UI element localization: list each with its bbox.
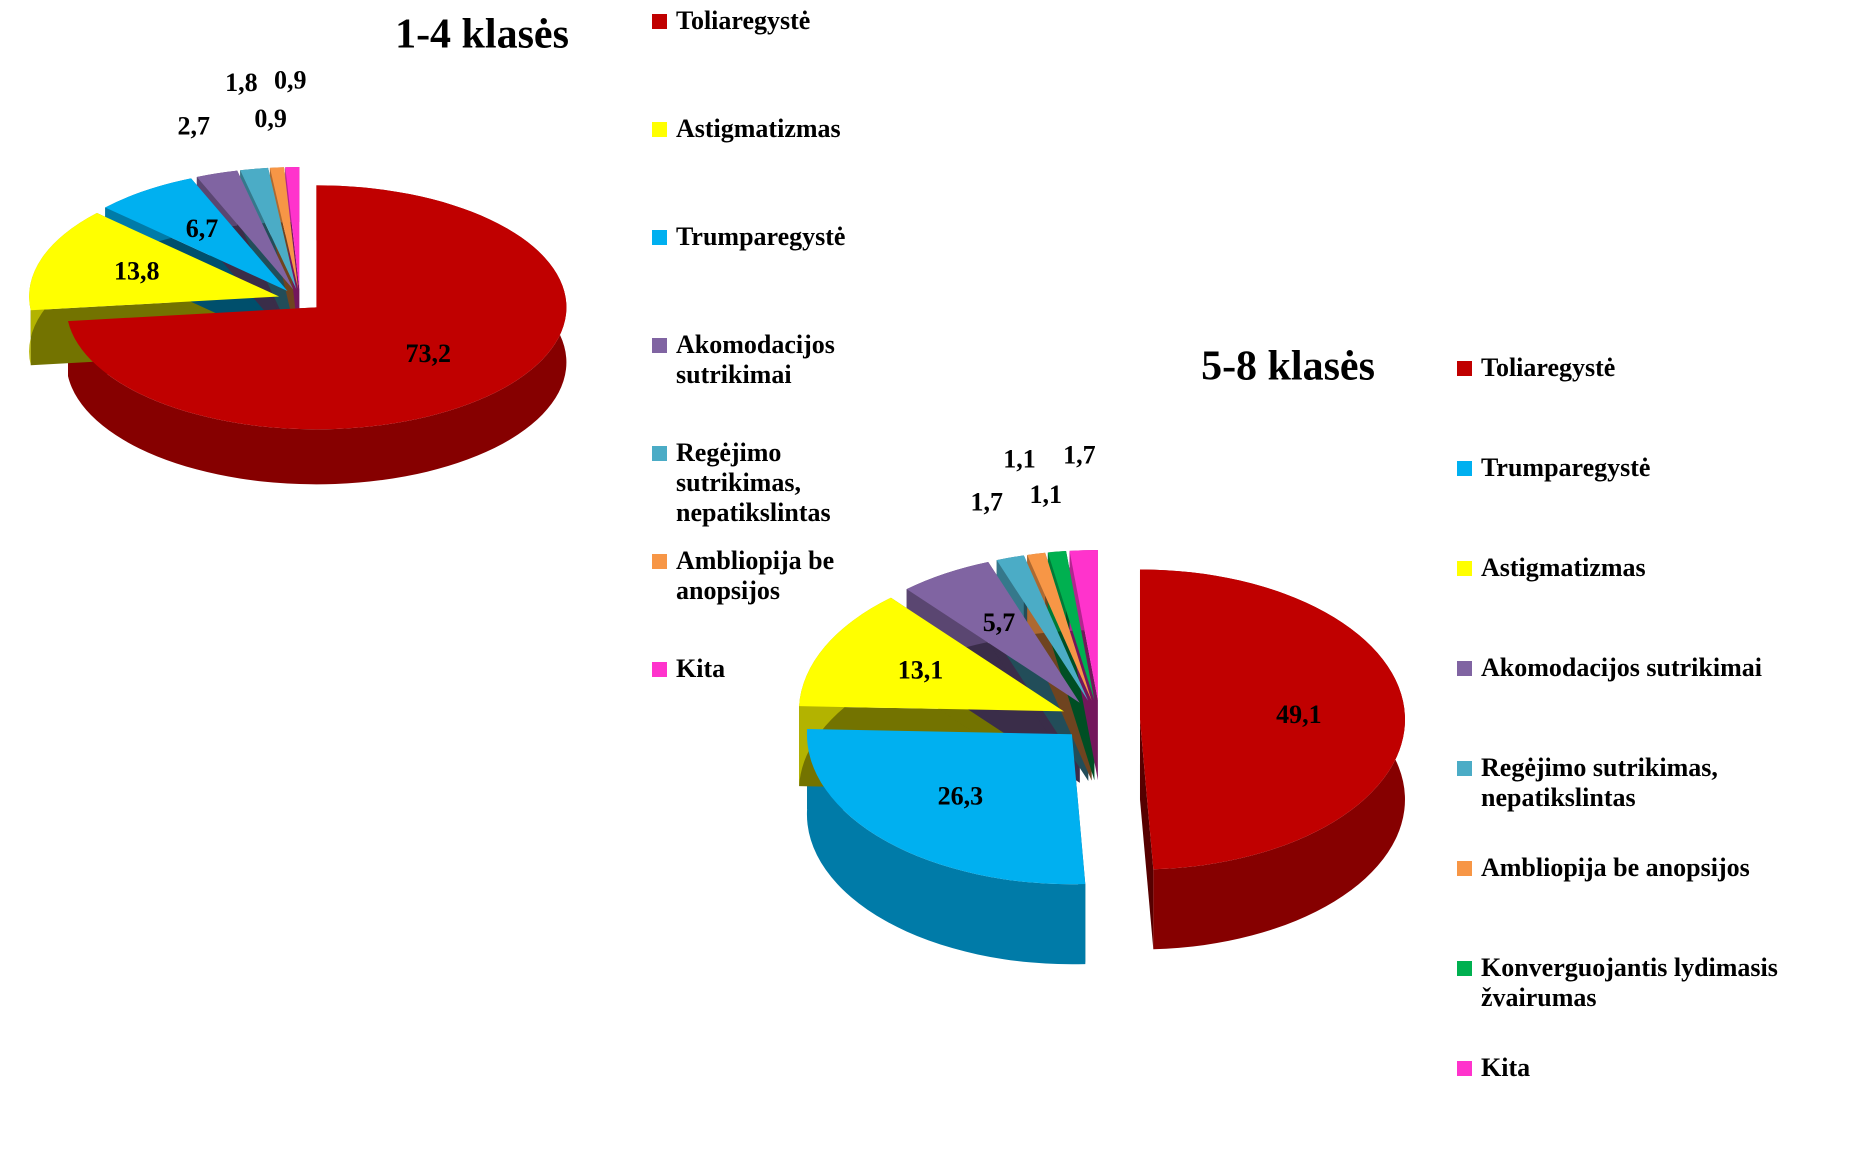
legend-label: Akomodacijos sutrikimai — [1481, 653, 1762, 682]
legend-item: Toliaregystė — [652, 6, 892, 114]
labels: 73,2 13,8 6,7 2,7 1,8 0,9 0,9 49,1 26,3 13,1 5,7 1,… — [114, 65, 1322, 810]
slice — [806, 729, 1086, 885]
slice — [269, 167, 299, 290]
value-label: 49,1 — [1276, 700, 1322, 729]
legend-label: Toliaregystė — [676, 6, 811, 35]
value-label: 26,3 — [938, 781, 984, 810]
value-label: 13,1 — [898, 655, 944, 684]
value-label: 1,1 — [1003, 445, 1036, 474]
slice — [105, 178, 288, 291]
legend-item: Kita — [652, 654, 892, 762]
legend-label: Ambliopija be anopsijos — [676, 546, 835, 605]
legend-label: Konverguojantis lydimasis žvairumas — [1481, 953, 1778, 1012]
value-label: 1,8 — [225, 68, 258, 97]
slice — [1069, 550, 1098, 701]
legend-swatch — [1457, 361, 1472, 376]
legend-swatch — [1457, 761, 1472, 776]
value-label: 73,2 — [406, 339, 452, 368]
legend-item: Konverguojantis lydimasis žvairumas — [1457, 953, 1847, 1053]
slice — [196, 170, 294, 290]
slice — [906, 561, 1080, 703]
slice — [799, 597, 1064, 712]
legend-swatch — [652, 14, 667, 29]
legend-swatch — [1457, 961, 1472, 976]
legend-swatch — [1457, 1061, 1472, 1076]
legend-swatch — [1457, 561, 1472, 576]
legend-item: Ambliopija be anopsijos — [652, 546, 892, 654]
legend-label: Trumparegystė — [1481, 453, 1651, 482]
slice — [1047, 551, 1095, 701]
value-label: 5,7 — [983, 608, 1016, 637]
legend-item: Astigmatizmas — [1457, 553, 1847, 653]
value-label: 2,7 — [178, 112, 211, 141]
slice — [29, 213, 280, 311]
value-label: 0,9 — [254, 104, 287, 133]
slice — [285, 167, 300, 290]
slice — [1027, 552, 1092, 701]
legend-label: Trumparegystė — [676, 222, 846, 251]
chart-title: 1-4 klasės — [395, 12, 569, 58]
legend-item: Regėjimo sutrikimas, nepatikslintas — [652, 438, 892, 546]
legend-item: Kita — [1457, 1053, 1847, 1153]
legend-label: Regėjimo sutrikimas, nepatikslintas — [676, 438, 831, 527]
legend-label: Ambliopija be anopsijos — [1481, 853, 1750, 882]
legend-item: Regėjimo sutrikimas, nepatikslintas — [1457, 753, 1847, 853]
legend-swatch — [652, 446, 667, 461]
value-label: 1,7 — [970, 488, 1003, 517]
value-label: 1,1 — [1029, 480, 1062, 509]
legend-item: Toliaregystė — [1457, 353, 1847, 453]
legend-swatch — [1457, 861, 1472, 876]
legend-label: Astigmatizmas — [676, 114, 841, 143]
legend-swatch — [652, 554, 667, 569]
page: 1-4 klasės 5-8 klasės 73,2 13,8 6,7 2,7 1,8 0… — [29, 6, 1778, 1082]
legend-swatch — [652, 230, 667, 245]
slice — [240, 167, 297, 290]
legend: Toliaregystė Astigmatizmas Trumparegystė Ak… — [652, 6, 892, 762]
legend-label: Kita — [676, 654, 726, 683]
chart: 1-4 klasės 5-8 klasės 73,2 13,8 6,7 2,7 1,8 0… — [29, 12, 1405, 965]
legend-swatch — [652, 338, 667, 353]
legend-label: Toliaregystė — [1481, 353, 1616, 382]
legend-item: Astigmatizmas — [652, 114, 892, 222]
legend-item: Trumparegystė — [652, 222, 892, 330]
slice — [996, 555, 1089, 701]
value-label: 13,8 — [114, 256, 160, 285]
legend-item: Akomodacijos sutrikimai — [652, 330, 892, 438]
legend-swatch — [652, 662, 667, 677]
legend-swatch — [1457, 461, 1472, 476]
value-label: 6,7 — [186, 214, 219, 243]
legend-label: Astigmatizmas — [1481, 553, 1646, 582]
value-label: 0,9 — [274, 65, 307, 94]
legend-item: Trumparegystė — [1457, 453, 1847, 553]
slice-side — [806, 729, 1086, 965]
slice — [1139, 569, 1405, 870]
value-label: 1,7 — [1063, 440, 1096, 469]
legend-swatch — [652, 122, 667, 137]
chart-title: 5-8 klasės — [1201, 344, 1375, 390]
legend-label: Akomodacijos sutrikimai — [676, 330, 835, 389]
legend: Toliaregystė Trumparegystė Astigmatizmas Ak… — [1457, 353, 1847, 1153]
slice-face — [1139, 719, 1154, 950]
legend-label: Regėjimo sutrikimas, nepatikslintas — [1481, 753, 1718, 812]
legend-item: Ambliopija be anopsijos — [1457, 853, 1847, 953]
legend-label: Kita — [1481, 1053, 1531, 1082]
legend-item: Akomodacijos sutrikimai — [1457, 653, 1847, 753]
legend-swatch — [1457, 661, 1472, 676]
slice — [68, 185, 567, 430]
tops — [29, 167, 1405, 885]
